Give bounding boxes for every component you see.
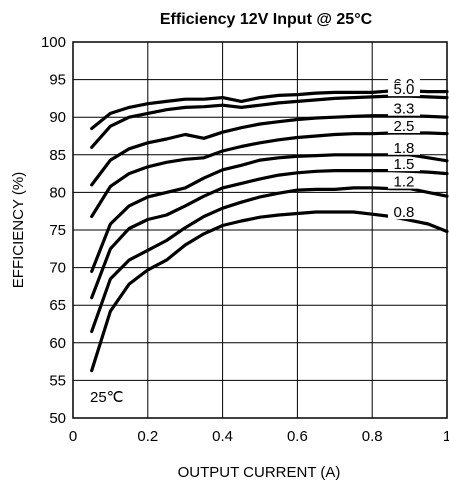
x-tick-label: 0 <box>69 428 77 445</box>
series-label-background <box>387 83 420 97</box>
plot-frame <box>72 41 448 419</box>
y-tick-label: 80 <box>49 184 66 201</box>
series-label-background <box>387 206 420 220</box>
series-label-background <box>387 102 420 116</box>
x-tick-label: 0.2 <box>137 428 158 445</box>
series-line-6.0 <box>90 89 449 131</box>
series-line-1.5 <box>90 169 449 300</box>
series-labels: 6.05.03.32.51.81.51.20.8 <box>387 76 420 221</box>
series-label-background <box>387 158 420 172</box>
series-line-5.0 <box>90 94 449 149</box>
y-axis-label: EFFICIENCY (%) <box>10 172 27 288</box>
y-tick-label: 85 <box>49 147 66 164</box>
series-label-background <box>387 141 420 155</box>
y-tick-label: 60 <box>49 335 66 352</box>
x-axis-label: OUTPUT CURRENT (A) <box>178 464 341 481</box>
series-line-3.3 <box>90 114 449 187</box>
series-line-2.5 <box>90 131 449 219</box>
y-tick-label: 55 <box>49 372 66 389</box>
y-tick-label: 75 <box>49 222 66 239</box>
temperature-annotation: 25℃ <box>90 389 124 406</box>
x-tick-label: 0.8 <box>362 428 383 445</box>
y-tick-label: 100 <box>41 34 66 51</box>
x-tick-label: 0.4 <box>212 428 233 445</box>
series-label-3.3: 3.3 <box>394 101 415 118</box>
series-label-1.5: 1.5 <box>394 156 415 173</box>
y-tick-label: 65 <box>49 297 66 314</box>
series-label-background <box>387 175 420 189</box>
y-tick-label: 50 <box>49 410 66 427</box>
y-tick-label: 95 <box>49 72 66 89</box>
x-tick-label: 0.6 <box>287 428 308 445</box>
series-label-1.2: 1.2 <box>394 174 415 191</box>
tick-labels: 0 0.2 0.4 0.6 0.8 1 50 55 60 65 70 75 80 85 90 95 100 <box>41 34 449 445</box>
series-label-2.5: 2.5 <box>394 118 415 135</box>
series-line-1.2 <box>90 186 449 334</box>
series-line-0.8 <box>90 210 449 373</box>
x-tick-label: 1 <box>443 428 449 445</box>
series-label-5.0: 5.0 <box>394 81 415 98</box>
y-tick-label: 90 <box>49 109 66 126</box>
series-lines <box>90 89 449 373</box>
chart-title: Efficiency 12V Input @ 25°C <box>160 11 373 28</box>
y-tick-label: 70 <box>49 260 66 277</box>
series-line-1.8 <box>90 153 449 273</box>
series-label-background <box>387 119 420 133</box>
series-label-1.8: 1.8 <box>394 140 415 157</box>
series-label-0.8: 0.8 <box>394 204 415 221</box>
